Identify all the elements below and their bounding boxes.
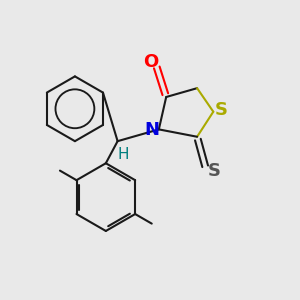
Text: N: N xyxy=(144,121,159,139)
Text: O: O xyxy=(143,53,158,71)
Text: S: S xyxy=(215,101,228,119)
Text: H: H xyxy=(118,147,129,162)
Text: S: S xyxy=(208,163,221,181)
